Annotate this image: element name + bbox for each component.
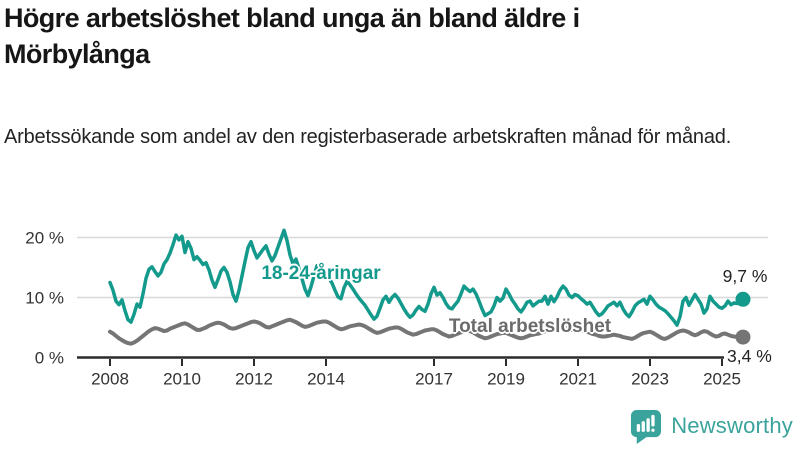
speech-bubble-shape [631,409,662,444]
series-line-total [108,317,745,346]
y-tick-label: 20 % [25,229,64,248]
series-label-total: Total arbetslöshet [448,316,612,337]
newsworthy-wordmark: Newsworthy [671,413,793,438]
x-tick-label: 2019 [487,370,525,389]
x-tick-label: 2017 [415,370,453,389]
x-tick-label: 2021 [559,370,597,389]
x-tick-label: 2025 [703,370,741,389]
end-value-total: 3,4 % [724,347,775,366]
y-tick-label: 10 % [25,289,64,308]
newsworthy-branding: Newsworthy [629,408,793,444]
x-tick-label: 2008 [91,370,129,389]
x-tick-label: 2010 [163,370,201,389]
x-tick-label: 2012 [235,370,273,389]
title-line-1: Högre arbetslöshet bland unga än bland ä… [4,3,580,33]
page-title: Högre arbetslöshet bland unga än bland ä… [4,1,788,72]
chart-subtitle: Arbetssökande som andel av den registerb… [4,126,732,148]
series-end-dot-youth [735,291,751,307]
series-line-youth [108,228,745,327]
x-tick-label: 2014 [307,370,345,389]
end-value-youth: 9,7 % [722,266,768,286]
series-label-youth: 18-24-åringar [261,263,381,284]
series-end-dot-total [735,329,751,345]
y-tick-label: 0 % [35,349,64,368]
title-line-2: Mörbylånga [4,38,150,69]
x-tick-label: 2023 [631,370,669,389]
newsworthy-logo-icon [631,409,662,444]
